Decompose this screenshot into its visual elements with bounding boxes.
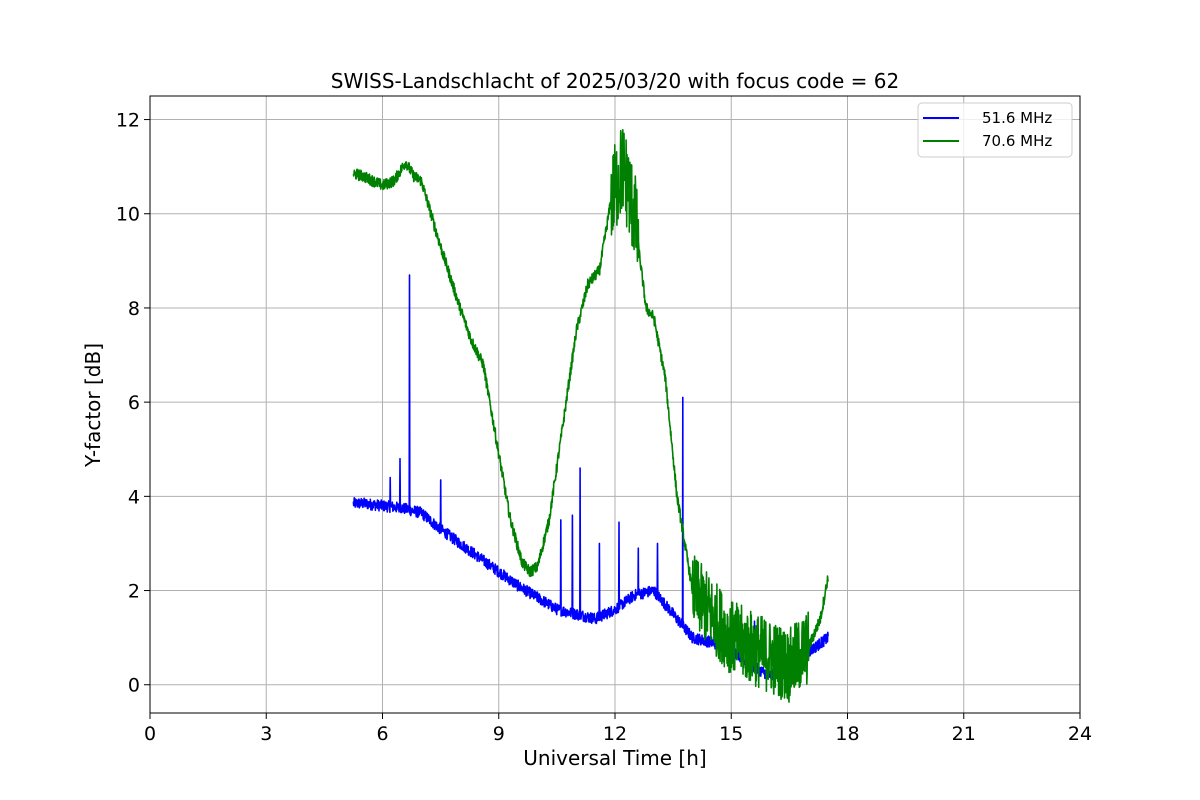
x-tick-label: 15 (719, 723, 743, 745)
y-axis-label: Y-factor [dB] (81, 343, 105, 468)
x-axis: 0 3 6 9 12 15 18 21 24 (144, 713, 1092, 745)
x-tick-label: 0 (144, 723, 156, 745)
y-tick-label: 12 (116, 110, 140, 132)
legend-frame (917, 102, 1073, 158)
legend: 51.6 MHz 70.6 MHz (917, 102, 1073, 158)
plot-area (352, 129, 829, 703)
x-tick-label: 3 (260, 723, 272, 745)
x-tick-label: 9 (493, 723, 505, 745)
legend-label: 51.6 MHz (982, 109, 1052, 127)
y-tick-label: 0 (128, 675, 140, 697)
y-tick-label: 2 (128, 581, 140, 603)
x-tick-label: 21 (952, 723, 976, 745)
y-axis: 0 2 4 6 8 10 12 (116, 110, 150, 697)
legend-label: 70.6 MHz (982, 132, 1052, 150)
series-layer (352, 129, 829, 703)
x-tick-label: 18 (835, 723, 859, 745)
y-tick-label: 10 (116, 204, 140, 226)
y-tick-label: 8 (128, 298, 140, 320)
x-axis-label: Universal Time [h] (523, 746, 706, 770)
y-tick-label: 4 (128, 486, 140, 508)
x-tick-label: 24 (1068, 723, 1092, 745)
chart-title: SWISS-Landschlacht of 2025/03/20 with fo… (331, 69, 899, 93)
x-tick-label: 12 (603, 723, 627, 745)
x-tick-label: 6 (376, 723, 388, 745)
y-tick-label: 6 (128, 392, 140, 414)
series-line-green (352, 129, 829, 703)
